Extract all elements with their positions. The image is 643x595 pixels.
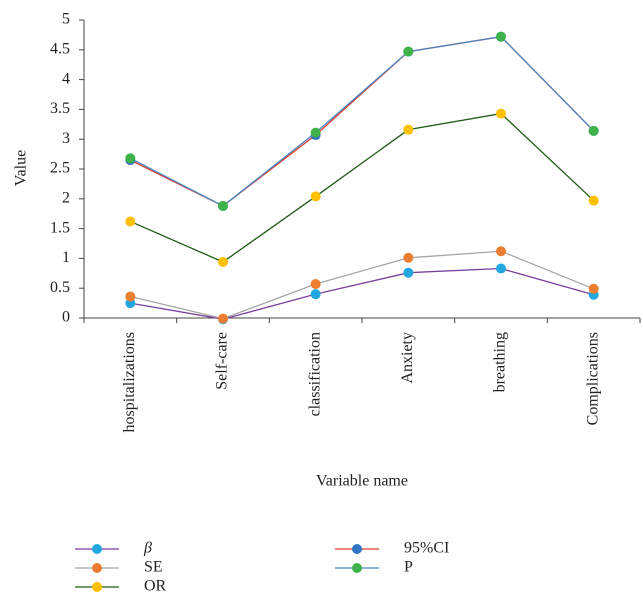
data-point (496, 108, 506, 119)
data-point (310, 289, 321, 300)
y-tick-label: 4 (62, 70, 70, 87)
y-tick-label: 1.5 (50, 219, 70, 236)
legend-marker (92, 563, 102, 573)
data-point (218, 313, 228, 324)
data-point (403, 46, 414, 57)
data-point (496, 246, 506, 257)
legend-marker (352, 544, 362, 554)
data-point (310, 279, 321, 290)
x-tick-label: hospitalizations (121, 332, 138, 432)
data-point (588, 125, 599, 136)
y-tick-label: 0 (62, 309, 70, 326)
x-tick-label: classification (306, 332, 323, 416)
legend-marker (352, 563, 362, 573)
data-point (588, 283, 599, 294)
x-axis-label: Variable name (316, 473, 408, 490)
x-tick-label: Self-care (214, 332, 231, 390)
y-tick-label: 3.5 (50, 100, 70, 117)
data-point (125, 153, 136, 164)
data-point (218, 200, 228, 211)
y-tick-label: 1 (62, 249, 70, 266)
y-tick-label: 0.5 (50, 279, 70, 296)
data-point (310, 191, 321, 202)
data-point (218, 256, 228, 267)
legend-marker (92, 544, 102, 554)
series-line (130, 267, 594, 320)
data-point (588, 195, 599, 206)
legend-label: OR (144, 578, 167, 595)
y-tick-label: 5 (62, 11, 70, 28)
series-line (130, 35, 595, 207)
data-point (496, 31, 506, 42)
legend-label: SE (144, 559, 163, 576)
x-tick-label: Anxiety (399, 332, 416, 384)
x-tick-label: breathing (492, 332, 509, 392)
data-point (310, 127, 321, 138)
legend-label: 95%CI (404, 540, 449, 557)
data-point (125, 291, 136, 302)
data-point (403, 124, 414, 135)
y-tick-label: 2.5 (50, 160, 70, 177)
y-tick-label: 4.5 (50, 40, 70, 57)
series-line (130, 112, 595, 263)
y-tick-label: 3 (62, 130, 70, 147)
data-point (496, 263, 506, 274)
series-line (130, 35, 595, 207)
data-point (125, 216, 136, 227)
legend-label: P (404, 559, 413, 576)
legend-label: β (143, 540, 152, 557)
data-point (403, 252, 414, 263)
x-tick-label: Complications (584, 332, 601, 425)
series-line (130, 250, 594, 320)
y-tick-label: 2 (62, 189, 70, 206)
data-point (403, 267, 414, 278)
legend-marker (92, 582, 102, 592)
y-axis-label: Value (13, 150, 30, 186)
